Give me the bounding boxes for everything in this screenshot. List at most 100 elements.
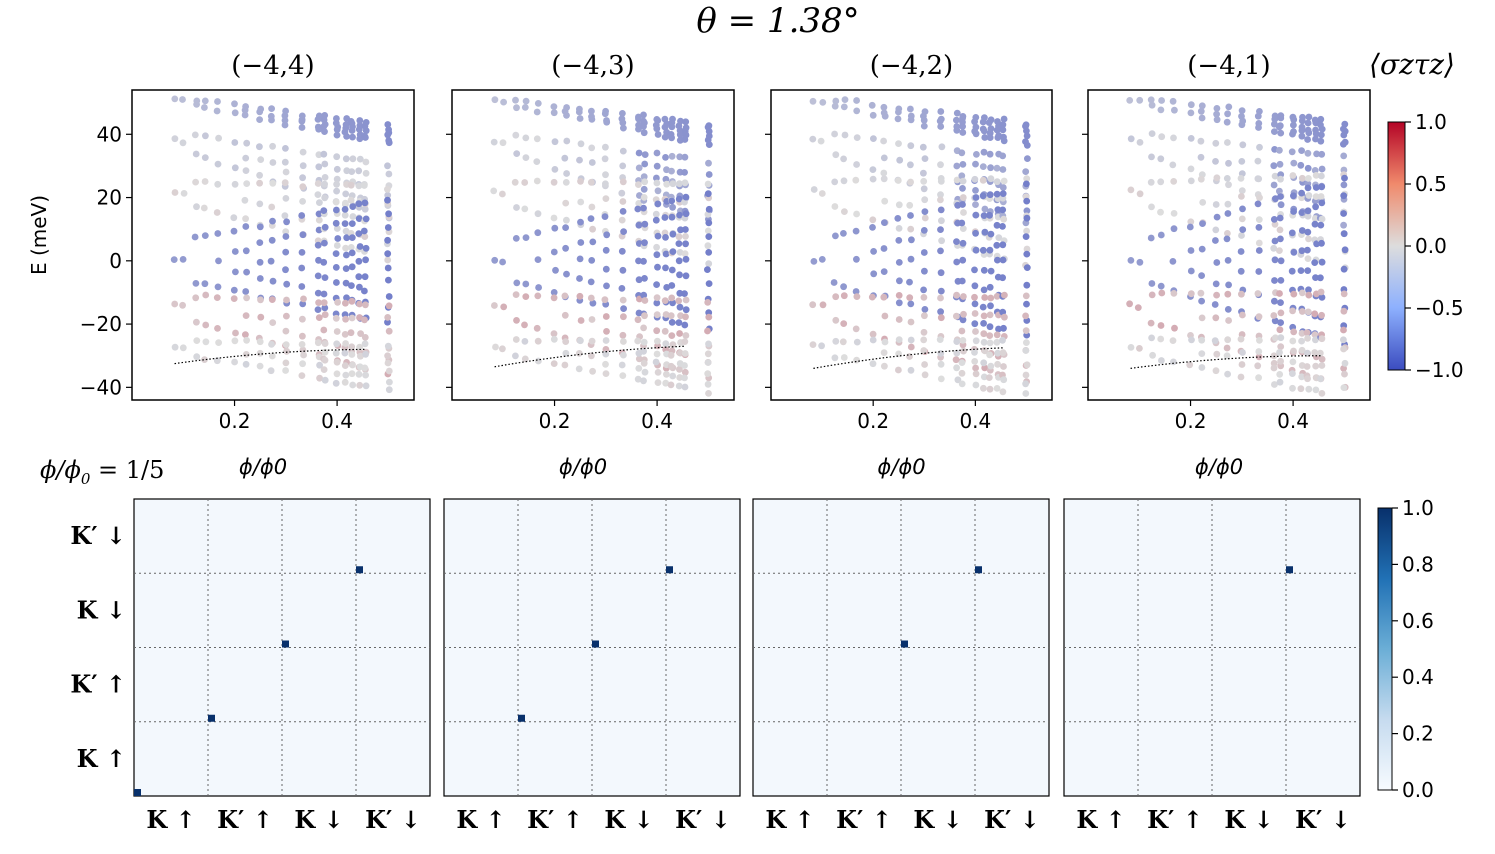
scatter-point — [1212, 158, 1219, 165]
scatter-point — [653, 116, 661, 123]
matrix-x-label: K′ ↑ — [527, 805, 583, 834]
scatter-point — [987, 164, 994, 172]
scatter-point — [1197, 175, 1205, 183]
scatter-point — [705, 219, 713, 227]
scatter-point — [986, 332, 994, 339]
scatter-point — [1000, 133, 1007, 141]
matrix-y-label: K′ ↑ — [70, 670, 126, 699]
scatter-point — [332, 219, 340, 227]
scatter-point — [314, 123, 322, 131]
scatter-point — [355, 200, 363, 208]
scatter-point — [282, 327, 290, 335]
scatter-point — [1136, 96, 1144, 104]
scatter-point — [1289, 370, 1296, 377]
scatter-point — [635, 164, 643, 172]
scatter-point — [231, 139, 239, 146]
scatter-point — [972, 246, 980, 254]
scatter-point — [384, 318, 391, 326]
scatter-point — [1148, 203, 1155, 211]
scatter-point — [640, 324, 647, 332]
scatter-point — [958, 277, 966, 285]
scatter-point — [601, 213, 609, 221]
scatter-point — [341, 331, 349, 338]
scatter-point — [1169, 161, 1177, 169]
scatter-point — [921, 361, 928, 368]
scatter-point — [668, 294, 676, 302]
scatter-point — [214, 180, 222, 188]
scatter-point — [920, 169, 927, 177]
scatter-point — [1305, 192, 1313, 199]
scatter-point — [619, 331, 627, 339]
scatter-point — [299, 183, 307, 191]
scatter-points — [490, 96, 713, 397]
scatter-point — [953, 291, 960, 299]
scatter-point — [972, 187, 979, 194]
scatter-point — [314, 339, 322, 347]
scatter-point — [1187, 177, 1195, 185]
scatter-point — [534, 292, 542, 300]
scatter-point — [663, 180, 671, 188]
scatter-point — [986, 211, 993, 219]
scatter-point — [1290, 159, 1298, 167]
scatter-point — [1157, 282, 1165, 290]
scatter-point — [832, 232, 839, 240]
scatter-point — [640, 194, 648, 201]
scatter-point — [980, 330, 988, 338]
scatter-point — [993, 385, 1001, 392]
scatter-point — [654, 232, 662, 240]
scatter-point — [512, 131, 520, 139]
scatter-point — [681, 374, 688, 382]
scatter-point — [682, 313, 689, 321]
scatter-point — [1255, 247, 1263, 254]
scatter-point — [653, 311, 661, 319]
scatter-point — [1304, 255, 1312, 262]
matrix-x-label: K′ ↓ — [675, 805, 731, 834]
scatter-point — [972, 194, 980, 201]
scatter-point — [960, 310, 967, 318]
scatter-point — [490, 138, 498, 146]
scatter-point — [314, 306, 322, 313]
matrix-x-label: K′ ↑ — [217, 805, 273, 834]
scatter-point — [1213, 105, 1221, 112]
scatter-point — [1312, 336, 1319, 344]
scatter-point — [972, 364, 979, 372]
scatter-point — [1312, 184, 1320, 191]
scatter-point — [269, 277, 277, 285]
scatter-point — [661, 214, 669, 221]
scatter-point — [641, 160, 649, 168]
scatter-point — [641, 368, 649, 376]
scatter-point — [1224, 290, 1232, 298]
scatter-point — [314, 180, 322, 187]
scatter-point — [533, 135, 541, 143]
scatter-point — [1340, 152, 1348, 160]
scatter-point — [1238, 107, 1246, 114]
scatter-point — [1197, 153, 1205, 161]
scatter-point — [321, 348, 329, 356]
scatter-point — [1340, 181, 1348, 189]
scatter-point — [880, 268, 888, 275]
scatter-point — [894, 115, 902, 123]
scatter-point — [881, 362, 888, 370]
scatter-point — [1147, 319, 1155, 327]
scatter-point — [853, 107, 861, 115]
scatter-point — [1277, 129, 1285, 137]
scatter-point — [618, 189, 626, 197]
scatter-point — [1198, 102, 1206, 110]
scatter-point — [1126, 97, 1134, 104]
scatter-point — [960, 347, 967, 355]
scatter-point — [1148, 130, 1156, 138]
scatter-point — [980, 320, 987, 327]
scatter-point — [1340, 221, 1347, 229]
scatter-point — [652, 358, 660, 366]
scatter-point — [1276, 122, 1284, 130]
scatter-point — [602, 107, 609, 115]
scatter-point — [356, 283, 363, 291]
scatter-point — [513, 104, 520, 112]
scatter-point — [1213, 213, 1221, 221]
scatter-point — [999, 241, 1007, 249]
scatter-point — [193, 337, 201, 344]
scatter-point — [839, 338, 847, 346]
scatter-point — [653, 350, 661, 358]
colorbar-tick-label: 0.6 — [1402, 609, 1434, 633]
scatter-point — [705, 249, 713, 256]
